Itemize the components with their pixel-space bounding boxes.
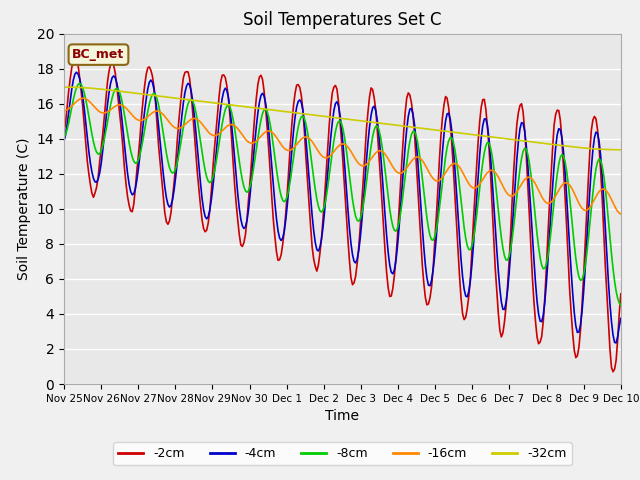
-2cm — [617, 291, 625, 297]
-16cm — [130, 114, 138, 120]
-8cm — [246, 183, 254, 189]
-4cm — [612, 340, 620, 346]
-4cm — [228, 120, 236, 126]
-4cm — [246, 192, 254, 197]
-2cm — [588, 127, 595, 133]
-32cm — [129, 90, 136, 96]
X-axis label: Time: Time — [325, 409, 360, 423]
-16cm — [588, 202, 595, 208]
-16cm — [79, 96, 86, 101]
-2cm — [130, 201, 138, 207]
Line: -32cm: -32cm — [64, 87, 621, 150]
-16cm — [228, 121, 236, 127]
-4cm — [60, 138, 68, 144]
Title: Soil Temperatures Set C: Soil Temperatures Set C — [243, 11, 442, 29]
-2cm — [72, 56, 80, 61]
-8cm — [305, 139, 313, 145]
-32cm — [60, 84, 68, 90]
-2cm — [60, 129, 68, 135]
-2cm — [609, 369, 617, 375]
Text: BC_met: BC_met — [72, 48, 125, 61]
-4cm — [588, 166, 595, 171]
-16cm — [617, 211, 625, 217]
-32cm — [244, 104, 252, 110]
-2cm — [228, 134, 236, 140]
-8cm — [228, 109, 236, 115]
-32cm — [226, 102, 234, 108]
-8cm — [60, 134, 68, 140]
-4cm — [255, 99, 263, 105]
-8cm — [617, 302, 625, 308]
-8cm — [130, 158, 138, 164]
-4cm — [617, 315, 625, 321]
Legend: -2cm, -4cm, -8cm, -16cm, -32cm: -2cm, -4cm, -8cm, -16cm, -32cm — [113, 443, 572, 465]
-32cm — [586, 145, 594, 151]
-32cm — [254, 105, 262, 111]
-8cm — [588, 205, 595, 211]
Line: -2cm: -2cm — [64, 59, 621, 372]
Line: -4cm: -4cm — [64, 72, 621, 343]
-16cm — [255, 135, 263, 141]
-4cm — [130, 191, 138, 197]
-8cm — [76, 81, 83, 86]
-16cm — [246, 140, 254, 146]
-32cm — [617, 147, 625, 153]
-2cm — [255, 74, 263, 80]
-32cm — [303, 111, 311, 117]
-4cm — [305, 176, 313, 182]
-16cm — [305, 135, 313, 141]
Line: -8cm: -8cm — [64, 84, 621, 305]
-2cm — [246, 178, 254, 183]
-8cm — [255, 125, 263, 131]
-2cm — [305, 200, 313, 206]
Y-axis label: Soil Temperature (C): Soil Temperature (C) — [17, 138, 31, 280]
-4cm — [72, 70, 80, 75]
-16cm — [60, 108, 68, 114]
Line: -16cm: -16cm — [64, 98, 621, 214]
